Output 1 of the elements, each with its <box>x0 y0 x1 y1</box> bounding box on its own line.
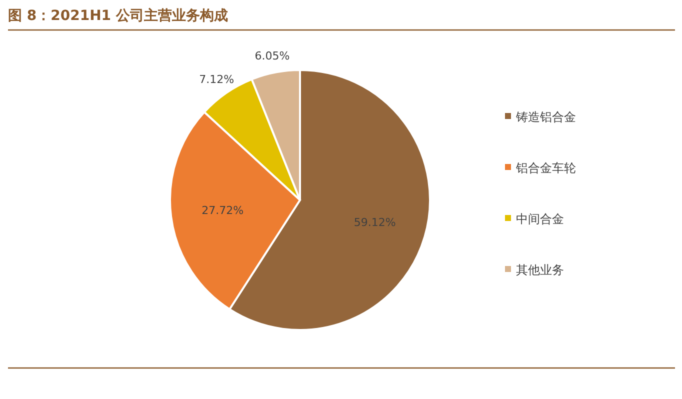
title: 图 8：2021H1 公司主营业务构成 <box>8 8 228 24</box>
